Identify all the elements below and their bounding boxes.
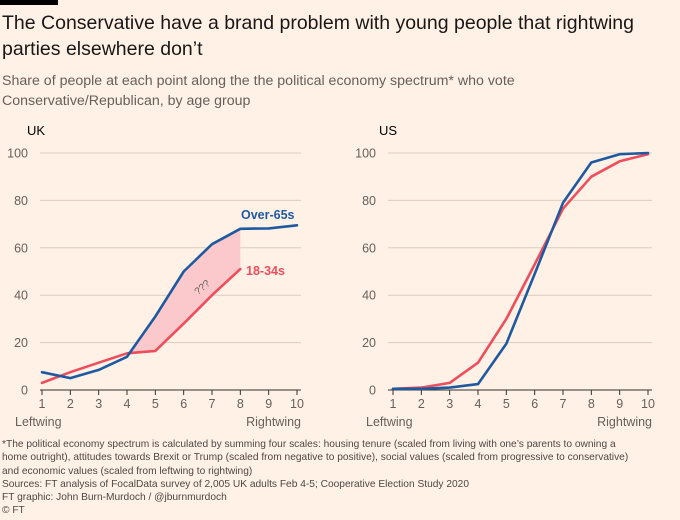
footnote-line-1: *The political economy spectrum is calcu… (2, 439, 616, 450)
us-x-tick-label: 1 (390, 397, 397, 411)
us-y-tick-label: 80 (362, 194, 376, 208)
us-panel-title: US (379, 123, 397, 138)
uk-x-tick-label: 2 (67, 397, 74, 411)
uk-y-tick-label: 60 (14, 241, 28, 255)
us-x-tick-label: 2 (418, 397, 425, 411)
us-x-tick-label: 5 (503, 397, 510, 411)
uk-x-tick-label: 10 (290, 397, 304, 411)
footnote-line-2: home outright), attitudes towards Brexit… (2, 452, 629, 464)
uk-series-label-young: 18-34s (246, 264, 285, 278)
uk-series-line-over65 (40, 224, 299, 380)
graphic-credit: FT graphic: John Burn-Murdoch / @jburnmu… (2, 492, 227, 504)
ft-top-bar (0, 0, 58, 5)
uk-x-tick-label: 1 (39, 397, 46, 411)
uk-x-tick-label: 6 (180, 397, 187, 411)
uk-x-tick-label: 8 (237, 397, 244, 411)
us-y-tick-label: 0 (369, 384, 376, 398)
uk-y-tick-label: 40 (14, 289, 28, 303)
uk-y-tick-label: 80 (14, 194, 28, 208)
us-x-tick-label: 4 (475, 397, 482, 411)
uk-x-label-left: Leftwing (15, 415, 62, 429)
us-x-tick-label: 8 (588, 397, 595, 411)
uk-x-tick-label: 4 (124, 397, 131, 411)
uk-gap-shading (127, 228, 241, 357)
uk-y-tick-label: 0 (21, 384, 28, 398)
us-x-tick-label: 7 (560, 397, 567, 411)
chart-subtitle: Share of people at each point along the … (2, 73, 515, 109)
us-x-tick-label: 10 (641, 397, 655, 411)
us-y-tick-label: 20 (362, 336, 376, 350)
us-series-line-young (391, 152, 650, 391)
us-x-tick-label: 3 (446, 397, 453, 411)
us-y-tick-label: 60 (362, 241, 376, 255)
copyright-note: © FT (2, 505, 25, 517)
us-x-tick-label: 9 (616, 397, 623, 411)
uk-x-tick-label: 7 (209, 397, 216, 411)
uk-x-tick-label: 3 (95, 397, 102, 411)
uk-y-tick-label: 100 (7, 147, 28, 161)
chart-title: The Conservative have a brand problem wi… (2, 12, 634, 60)
chart-footer: *The political economy spectrum is calcu… (2, 438, 678, 518)
uk-x-tick-label: 9 (265, 397, 272, 411)
us-y-tick-label: 100 (355, 147, 376, 161)
footnote-line-3: and economic values (scaled from leftwin… (2, 465, 253, 477)
sources-note: Sources: FT analysis of FocalData survey… (2, 478, 469, 490)
uk-x-label-right: Rightwing (246, 415, 301, 429)
uk-panel-title: UK (27, 123, 45, 138)
uk-series-label-over65: Over-65s (241, 208, 295, 222)
uk-series-line-young (40, 267, 242, 385)
us-y-tick-label: 40 (362, 289, 376, 303)
uk-y-tick-label: 20 (14, 336, 28, 350)
us-x-tick-label: 6 (531, 397, 538, 411)
us-x-label-left: Leftwing (366, 415, 413, 429)
us-series-line-over65 (391, 151, 650, 391)
uk-x-tick-label: 5 (152, 397, 159, 411)
us-x-label-right: Rightwing (597, 415, 652, 429)
